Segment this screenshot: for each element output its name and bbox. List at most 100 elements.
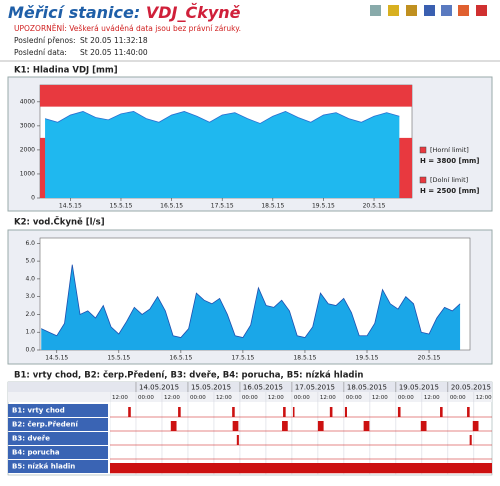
y-tick-label: 4.0 (25, 275, 35, 282)
last-data-label: Poslední data: (14, 48, 67, 57)
icon[interactable] (370, 5, 381, 16)
last-data: St 20.05 11:40:00 (80, 48, 148, 57)
y-tick-label: 3.0 (25, 293, 35, 300)
event (420, 421, 427, 431)
date-label: 17.05.2015 (295, 384, 335, 392)
area (45, 111, 400, 198)
date-row (8, 382, 492, 392)
x-tick-label: 18.5.15 (261, 203, 284, 210)
event (397, 407, 401, 417)
x-tick-label: 15.5.15 (107, 355, 130, 362)
date-label: 18.05.2015 (347, 384, 387, 392)
event (363, 421, 370, 431)
x-tick-label: 17.5.15 (231, 355, 254, 362)
x-tick-label: 20.5.15 (418, 355, 441, 362)
last-transfer: St 20.05 11:32:18 (80, 36, 148, 45)
icon[interactable] (441, 5, 452, 16)
event (329, 407, 333, 417)
hour-label: 00:00 (138, 395, 154, 401)
row-label: B1: vrty chod (12, 407, 65, 415)
hour-row (8, 392, 492, 402)
x-tick-label: 14.5.15 (45, 355, 68, 362)
line (41, 264, 461, 339)
hour-label: 12:00 (268, 395, 284, 401)
timeline: 14.05.2015 15.05.2015 16.05.2015 17.05.2015… (110, 382, 492, 475)
legend-value: H = 2500 [mm] (420, 187, 480, 195)
icon[interactable] (406, 5, 417, 16)
title-prefix: Měřicí stanice: (8, 3, 140, 22)
row-label-cell (8, 460, 108, 473)
hour-label: 12:00 (320, 395, 336, 401)
icon[interactable] (424, 5, 435, 16)
title: Měřicí stanice: VDJ_Čkyně (8, 2, 241, 22)
date-label: 15.05.2015 (191, 384, 231, 392)
hour-label: 12:00 (424, 395, 440, 401)
area (41, 264, 461, 350)
event (440, 407, 443, 417)
event (110, 463, 492, 473)
x-tick-label: 15.5.15 (110, 203, 133, 210)
line (44, 111, 400, 124)
x-tick-label: 17.5.15 (211, 203, 234, 210)
event (178, 407, 181, 417)
y-tick-label: 5.0 (25, 258, 35, 265)
event (317, 421, 324, 431)
hour-label: 00:00 (346, 395, 362, 401)
hour-label: 00:00 (450, 395, 466, 401)
warning: UPOZORNĚNÍ: Veškerá uváděná data jsou be… (14, 24, 241, 33)
legend-label: [Horní limit] (430, 146, 469, 154)
event (128, 407, 131, 417)
event (283, 407, 286, 417)
x-tick-label: 16.5.15 (169, 355, 192, 362)
x-tick-label: 16.5.15 (160, 203, 183, 210)
event (232, 407, 235, 417)
hour-label: 12:00 (216, 395, 232, 401)
y-tick-label: 2000 (20, 146, 35, 153)
row-label: B4: porucha (12, 449, 60, 457)
legend-label: [Dolní limit] (430, 176, 468, 184)
hour-label: 00:00 (294, 395, 310, 401)
row-label-cell (8, 404, 108, 417)
chart-title: K2: vod.Čkyně [l/s] (14, 216, 105, 228)
icon[interactable] (388, 5, 399, 16)
row-label: B3: dveře (12, 435, 50, 443)
row-label-cell (8, 446, 108, 459)
last-transfer-label: Poslední přenos: (14, 36, 76, 45)
event (472, 421, 479, 431)
legend-value: H = 3800 [mm] (420, 157, 480, 165)
row-label-cell (8, 432, 108, 445)
y-tick-label: 2.0 (25, 311, 35, 318)
event (467, 407, 470, 417)
event (236, 435, 239, 445)
y-tick-label: 6.0 (25, 240, 35, 247)
row-label: B5: nízká hladin (12, 463, 75, 471)
date-label: 19.05.2015 (399, 384, 439, 392)
station: VDJ_Čkyně (146, 2, 241, 22)
icon[interactable] (458, 5, 469, 16)
date-label: 14.05.2015 (139, 384, 179, 392)
y-tick-label: 3000 (20, 122, 35, 129)
row-label-cell (8, 418, 108, 431)
y-tick-label: 1.0 (25, 329, 35, 336)
limit-band (40, 85, 412, 107)
x-tick-label: 19.5.15 (312, 203, 335, 210)
event (344, 407, 347, 417)
event (232, 421, 239, 431)
event (469, 435, 472, 445)
hour-label: 00:00 (190, 395, 206, 401)
legend-swatch (419, 176, 427, 184)
y-tick-label: 4000 (20, 98, 35, 105)
date-label: 16.05.2015 (243, 384, 283, 392)
x-tick-label: 19.5.15 (356, 355, 379, 362)
x-tick-label: 20.5.15 (363, 203, 386, 210)
event (170, 421, 177, 431)
hour-label: 12:00 (372, 395, 388, 401)
x-tick-label: 14.5.15 (59, 203, 82, 210)
hour-label: 12:00 (112, 395, 128, 401)
icon[interactable] (476, 5, 487, 16)
hour-label: 00:00 (398, 395, 414, 401)
toolbar-icons (370, 5, 487, 16)
row-label: B2: čerp.Předení (12, 421, 79, 429)
